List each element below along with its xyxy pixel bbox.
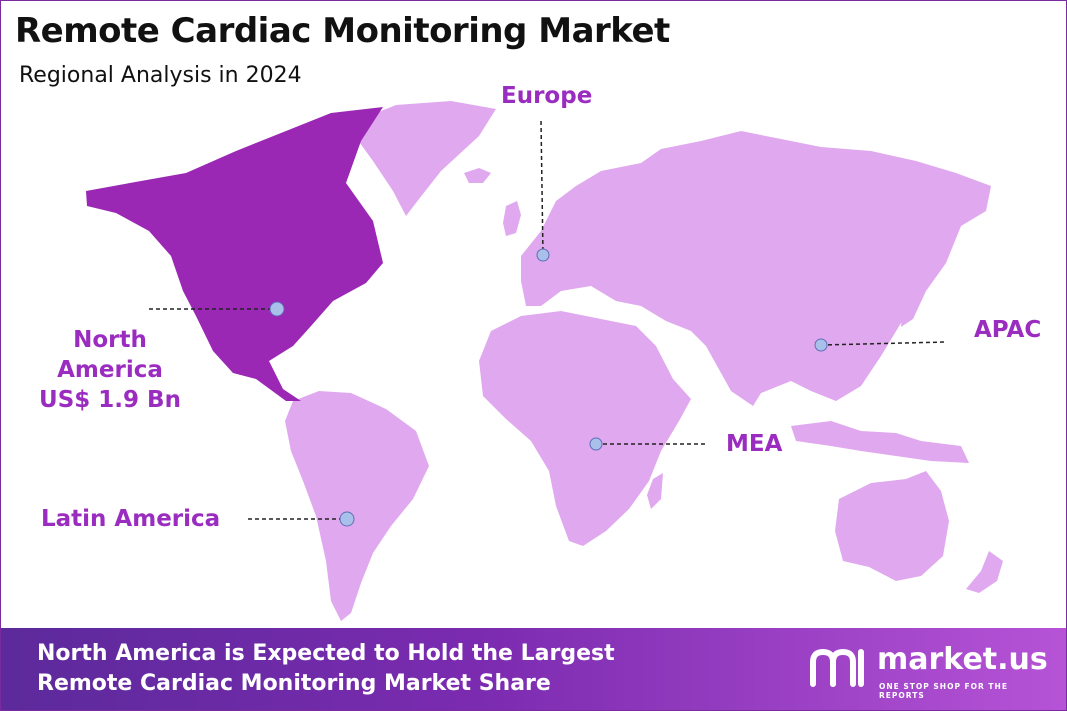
region-markers bbox=[269, 248, 828, 527]
world-map bbox=[86, 101, 1003, 621]
mea-marker bbox=[589, 437, 603, 451]
brand-tagline: ONE STOP SHOP FOR THE REPORTS bbox=[879, 682, 1008, 700]
brand-name: market.us bbox=[877, 642, 1048, 677]
footer-text: North America is Expected to Hold the La… bbox=[37, 639, 615, 699]
leader-lines bbox=[149, 120, 947, 520]
page-subtitle: Regional Analysis in 2024 bbox=[19, 63, 302, 88]
madagascar-shape bbox=[647, 473, 663, 509]
africa-shape bbox=[479, 311, 691, 546]
iceland-shape bbox=[464, 168, 491, 183]
brand-logo: market.us ONE STOP SHOP FOR THE REPORTS bbox=[807, 642, 1057, 700]
footer-line-2: Remote Cardiac Monitoring Market Share bbox=[37, 671, 551, 696]
north-america-marker bbox=[269, 301, 285, 317]
australia-shape bbox=[835, 471, 949, 581]
uk-shape bbox=[503, 201, 521, 236]
apac-label: APAC bbox=[974, 317, 1042, 343]
highlighted-region bbox=[86, 107, 383, 401]
north-america-shape bbox=[86, 107, 383, 401]
footer-line-1: North America is Expected to Hold the La… bbox=[37, 641, 615, 666]
page-title: Remote Cardiac Monitoring Market bbox=[15, 11, 670, 51]
north-america-name: North America bbox=[57, 327, 163, 383]
greenland-shape bbox=[356, 101, 496, 216]
japan-shape bbox=[901, 263, 926, 327]
north-america-value: US$ 1.9 Bn bbox=[39, 387, 181, 413]
apac-marker bbox=[814, 338, 828, 352]
mea-label: MEA bbox=[726, 431, 783, 457]
south-america-shape bbox=[285, 391, 429, 621]
other-regions bbox=[285, 101, 1003, 621]
latin-america-marker bbox=[339, 511, 355, 527]
europe-leader-line bbox=[540, 120, 544, 256]
north-america-label: North America US$ 1.9 Bn bbox=[17, 325, 203, 415]
europe-label: Europe bbox=[501, 83, 593, 109]
southeast-asia-islands-shape bbox=[791, 421, 969, 463]
market-us-logo-icon bbox=[810, 648, 864, 687]
footer-banner: North America is Expected to Hold the La… bbox=[1, 628, 1066, 710]
europe-marker bbox=[536, 248, 550, 262]
eurasia-shape bbox=[521, 131, 991, 406]
latin-america-label: Latin America bbox=[41, 506, 221, 532]
new-zealand-shape bbox=[966, 551, 1003, 593]
